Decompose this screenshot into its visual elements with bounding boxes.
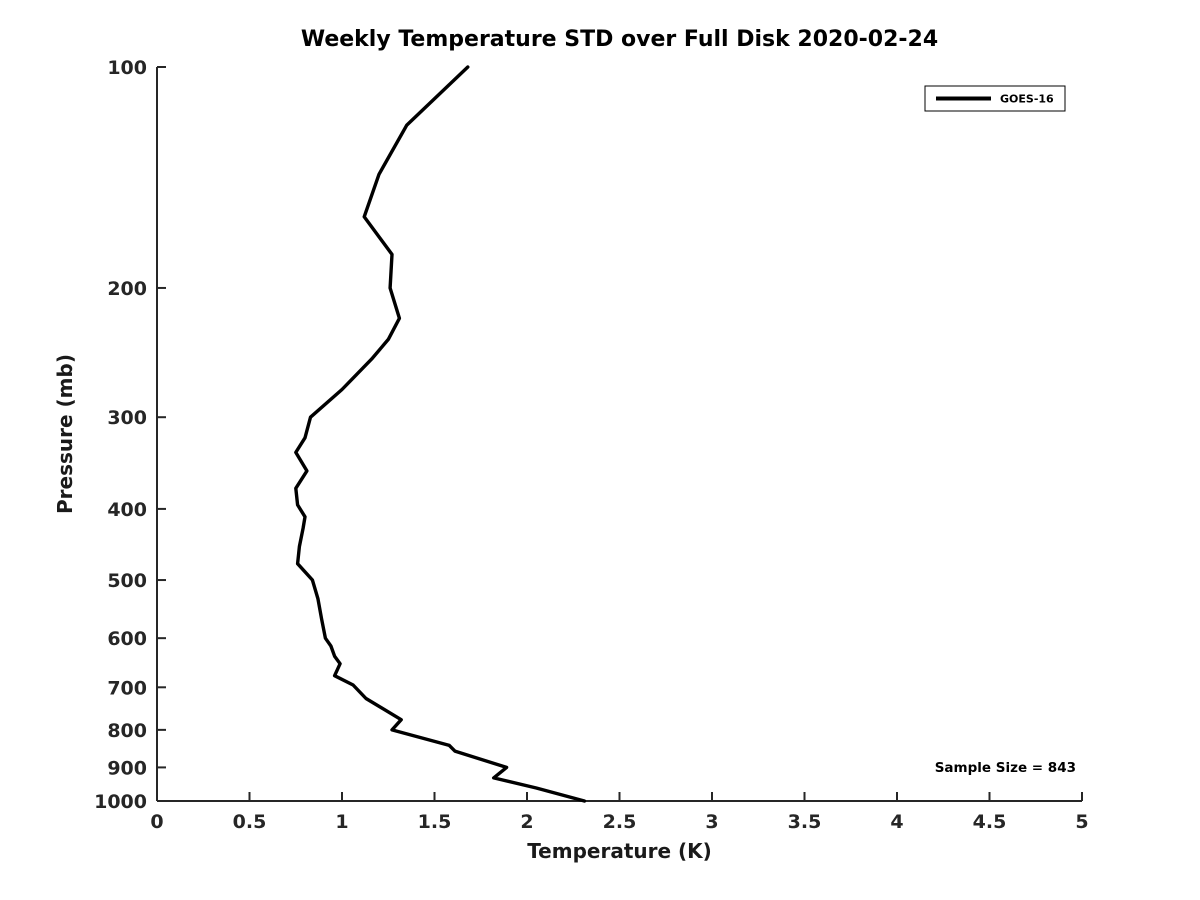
x-tick-label: 1 <box>335 811 348 833</box>
legend-entry-label: GOES-16 <box>1000 93 1054 106</box>
y-tick-label: 200 <box>107 278 147 300</box>
y-tick-label: 100 <box>107 57 147 79</box>
x-tick-label: 4 <box>890 811 903 833</box>
chart-title: Weekly Temperature STD over Full Disk 20… <box>301 27 938 52</box>
y-tick-label: 700 <box>107 677 147 699</box>
y-tick-label: 1000 <box>94 791 147 813</box>
sample-size-annotation: Sample Size = 843 <box>935 760 1076 776</box>
x-tick-label: 4.5 <box>973 811 1007 833</box>
x-tick-label: 1.5 <box>418 811 452 833</box>
y-tick-label: 400 <box>107 499 147 521</box>
x-tick-label: 5 <box>1075 811 1088 833</box>
y-axis-label: Pressure (mb) <box>53 354 77 514</box>
x-axis-label: Temperature (K) <box>527 839 712 863</box>
x-tick-label: 3.5 <box>788 811 822 833</box>
y-tick-label: 900 <box>107 757 147 779</box>
y-tick-label: 500 <box>107 570 147 592</box>
y-tick-label: 300 <box>107 407 147 429</box>
goes16-profile-line <box>294 65 587 803</box>
y-tick-label: 800 <box>107 720 147 742</box>
x-tick-label: 2.5 <box>603 811 637 833</box>
y-tick-label: 600 <box>107 628 147 650</box>
x-tick-label: 0.5 <box>233 811 267 833</box>
x-tick-label: 3 <box>705 811 718 833</box>
x-tick-label: 2 <box>520 811 533 833</box>
x-tick-label: 0 <box>150 811 163 833</box>
